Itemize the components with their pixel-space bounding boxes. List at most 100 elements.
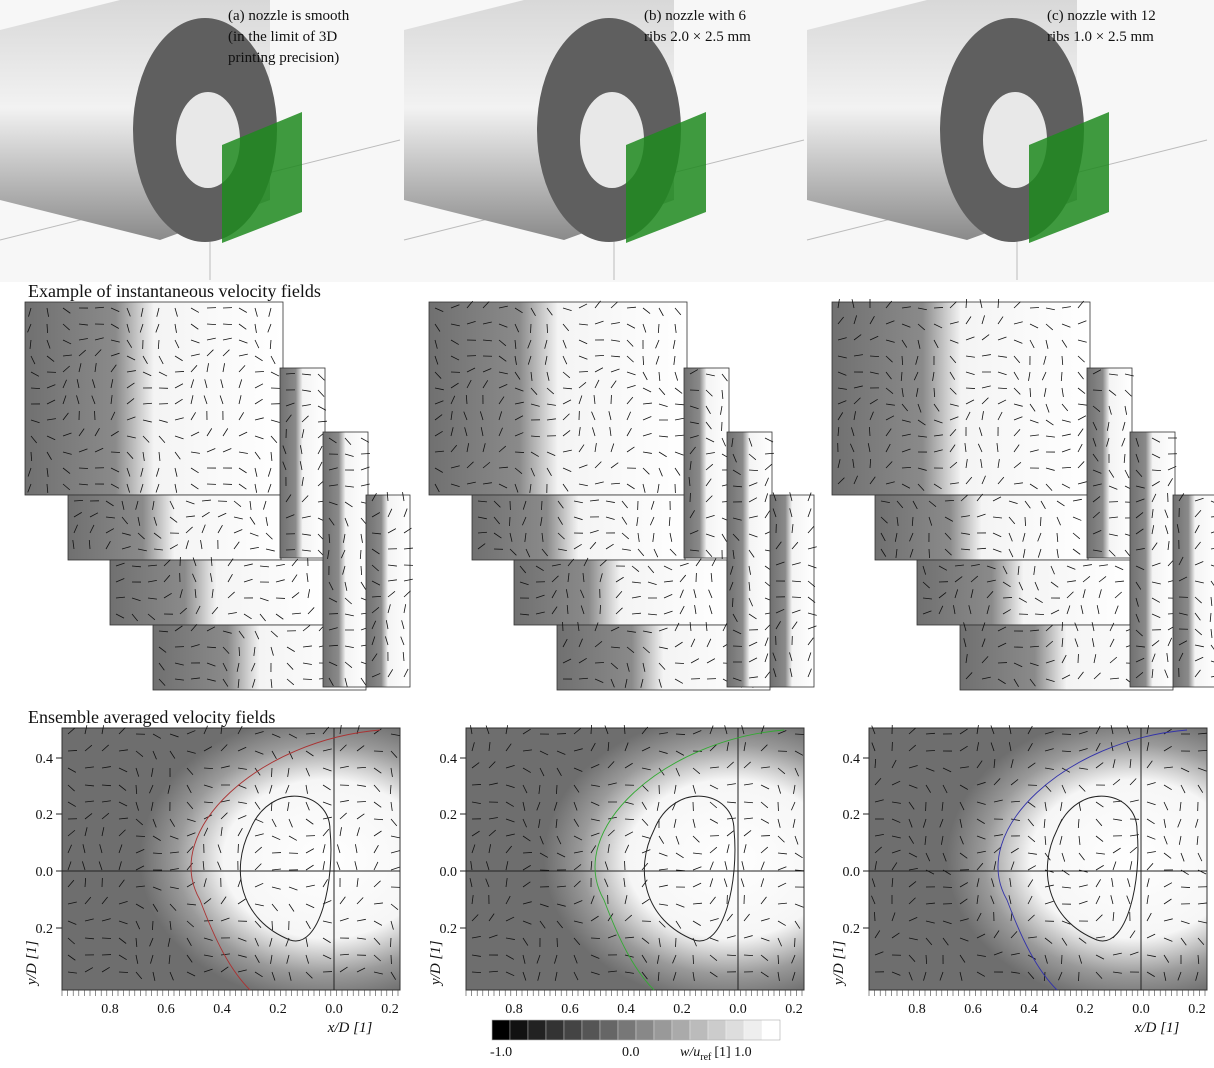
y-tick-label: 0.2 [440,922,458,937]
figure: (a) nozzle is smooth(in the limit of 3Dp… [0,0,1214,1063]
instantaneous-panel [429,301,817,690]
velocity-arrow [271,768,272,777]
x-tick-label: 0.2 [785,1002,803,1017]
velocity-arrow [515,452,524,453]
colorbar-step [636,1020,654,1040]
velocity-arrow [523,852,532,853]
page: {"panels": [ {"caption": ["(a) nozzle is… [0,0,1214,1063]
velocity-arrow [676,734,685,735]
colorbar-min: -1.0 [490,1045,512,1060]
x-axis-label: x/D [1] [1134,1020,1180,1036]
x-tick-label: 0.0 [1132,1002,1150,1017]
velocity-arrow [600,605,601,614]
panel-caption: (c) nozzle with 12 [1047,8,1156,24]
panel-caption: (b) nozzle with 6 [644,8,747,24]
x-axis-label: x/D [1] [327,1020,373,1036]
colorbar-step [726,1020,744,1040]
colorbar-step [582,1020,600,1040]
panel-caption: printing precision) [228,50,339,66]
velocity-arrow [1079,972,1080,981]
velocity-arrow [547,324,548,333]
colorbar-step [546,1020,564,1040]
y-tick-label: 0.2 [843,808,861,823]
x-tick-label: 0.4 [617,1002,635,1017]
velocity-arrow [556,785,557,794]
velocity-arrow [79,468,88,469]
y-axis-label: y/D [1] [831,940,847,987]
colorbar-step [564,1020,582,1040]
velocity-arrow [175,371,184,372]
velocity-arrow [579,371,588,372]
velocity-arrow [966,388,975,389]
velocity-arrow [1181,887,1190,888]
colorbar-sub: ref [700,1052,712,1063]
field-tile [429,302,687,495]
velocity-arrow [361,453,370,454]
y-tick-label: 0.2 [843,922,861,937]
y-tick-label: 0.0 [843,865,861,880]
field-tile [110,560,323,625]
x-tick-label: 0.2 [1076,1002,1094,1017]
field-image [869,728,1207,990]
y-tick-label: 0.4 [440,752,458,767]
panel-caption: ribs 2.0 × 2.5 mm [644,29,751,45]
colorbar-step [654,1020,672,1040]
velocity-arrow [152,921,153,930]
velocity-arrow [390,938,391,947]
colorbar-step [600,1020,618,1040]
velocity-arrow [136,836,145,837]
colorbar-step [510,1020,528,1040]
x-tick-label: 0.6 [964,1002,982,1017]
y-tick-label: 0.2 [36,922,54,937]
x-tick-label: 0.8 [101,1002,119,1017]
velocity-arrow [732,598,733,607]
y-tick-label: 0.0 [440,865,458,880]
colorbar-step [528,1020,546,1040]
field-tile [25,302,283,495]
x-tick-label: 0.2 [381,1002,399,1017]
section-title: Ensemble averaged velocity fields [28,707,275,727]
velocity-arrow [1040,517,1041,526]
field-tile [770,495,814,687]
y-tick-label: 0.0 [36,865,54,880]
velocity-arrow [102,938,111,939]
velocity-arrow [509,517,510,526]
colorbar-max: [1] 1.0 [714,1045,751,1060]
panel-caption: ribs 1.0 × 2.5 mm [1047,29,1154,45]
velocity-arrow [1025,517,1026,526]
panel-caption: (in the limit of 3D [228,29,337,45]
field-image [62,728,400,990]
velocity-arrow [929,549,930,558]
y-axis-label: y/D [1] [428,940,444,987]
x-tick-label: 0.8 [908,1002,926,1017]
x-tick-label: 0.2 [269,1002,287,1017]
y-tick-label: 0.2 [36,808,54,823]
y-tick-label: 0.4 [36,752,54,767]
x-tick-label: 0.0 [729,1002,747,1017]
field-tile [832,302,1090,495]
x-tick-label: 0.8 [505,1002,523,1017]
y-tick-label: 0.2 [440,808,458,823]
y-tick-label: 0.4 [843,752,861,767]
velocity-arrow [272,921,273,930]
x-tick-label: 0.6 [561,1002,579,1017]
instantaneous-panel [25,302,413,690]
colorbar-step [762,1020,780,1040]
velocity-arrow [591,725,592,734]
field-tile [1173,495,1214,687]
field-tile [280,368,325,558]
y-axis-label: y/D [1] [24,940,40,987]
velocity-arrow [1003,597,1012,598]
colorbar-step [618,1020,636,1040]
field-tile [875,495,1088,560]
field-tile [917,560,1130,625]
velocity-arrow [926,750,935,751]
velocity-arrow [111,452,120,453]
x-tick-label: 0.6 [157,1002,175,1017]
section-title: Example of instantaneous velocity fields [28,281,321,301]
velocity-arrow [1030,307,1039,308]
colorbar-step [492,1020,510,1040]
